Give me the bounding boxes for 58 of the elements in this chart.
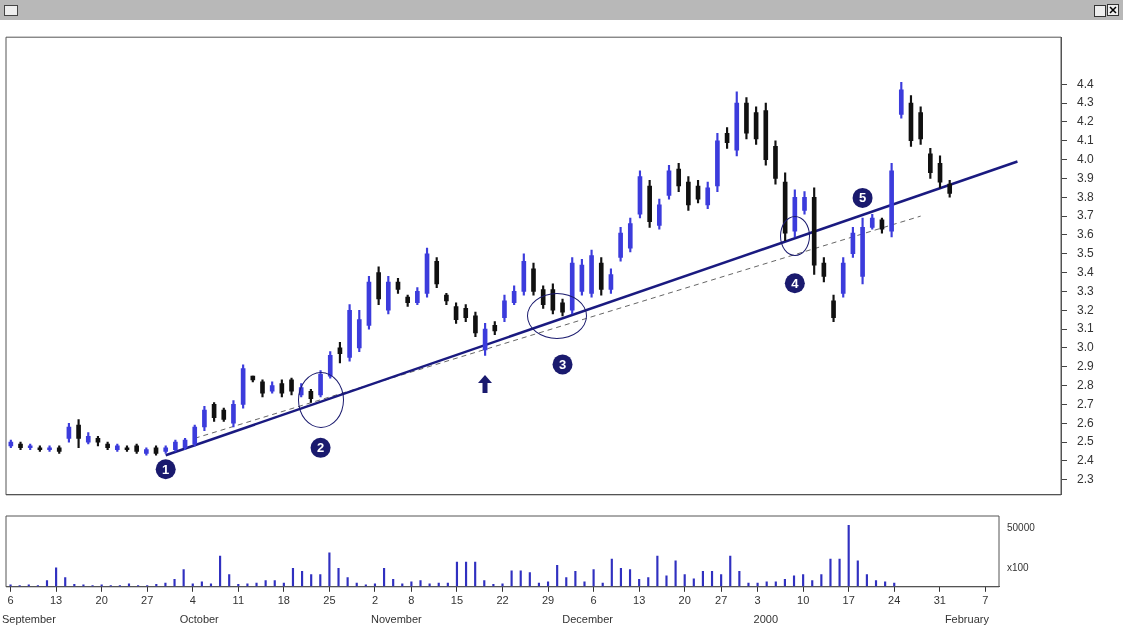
- x-tick-label: 3: [754, 594, 761, 607]
- y-tick-label: 3.7: [1077, 208, 1095, 223]
- x-tick-label: 11: [232, 594, 245, 607]
- y-tick-label: 3.0: [1077, 340, 1095, 355]
- x-tick-label: 8: [408, 594, 415, 607]
- y-tick-label: 4.3: [1077, 95, 1095, 110]
- x-tick-label: 20: [678, 594, 691, 607]
- annotation: 5: [858, 190, 867, 206]
- y-tick-label: 3.1: [1077, 321, 1095, 336]
- y-tick-label: 2.6: [1077, 415, 1095, 430]
- y-tick-label: 3.5: [1077, 246, 1095, 261]
- y-tick-label: 4.1: [1077, 133, 1095, 148]
- text: x100: [1007, 561, 1030, 573]
- text: 2000: [753, 612, 779, 625]
- x-tick-label: 27: [715, 594, 728, 607]
- y-tick-label: 4.0: [1077, 151, 1095, 166]
- x-tick-label: 7: [982, 594, 989, 607]
- x-tick-label: 25: [323, 594, 336, 607]
- text: 50000: [1007, 521, 1036, 533]
- x-tick-label: 29: [541, 594, 555, 607]
- x-tick-label: 18: [277, 594, 290, 607]
- y-tick-label: 3.2: [1077, 302, 1095, 317]
- x-tick-label: 15: [450, 594, 464, 607]
- y-tick-label: 2.4: [1077, 453, 1095, 468]
- y-tick-label: 3.9: [1077, 170, 1095, 185]
- y-tick-label: 2.5: [1077, 434, 1095, 449]
- x-tick-label: 13: [633, 594, 646, 607]
- x-tick-label: 13: [49, 594, 63, 607]
- text: November: [370, 612, 423, 625]
- y-tick-label: 3.4: [1077, 264, 1095, 279]
- y-tick-label: 4.4: [1077, 76, 1095, 91]
- x-tick-label: 6: [7, 594, 14, 607]
- x-tick-label: 31: [933, 594, 946, 607]
- annotation: 4: [791, 275, 800, 291]
- annotation: 3: [558, 356, 567, 372]
- x-tick-label: 22: [496, 594, 509, 607]
- annotation: 2: [316, 440, 325, 456]
- y-tick-label: 2.9: [1077, 359, 1095, 374]
- annotation: 1: [162, 461, 170, 477]
- text: September: [2, 612, 57, 625]
- y-tick-label: 3.8: [1077, 189, 1095, 204]
- x-tick-label: 4: [189, 594, 196, 607]
- x-tick-label: 24: [888, 594, 901, 607]
- text: October: [179, 612, 220, 625]
- y-tick-label: 3.6: [1077, 227, 1095, 242]
- y-tick-label: 2.8: [1077, 377, 1095, 392]
- x-tick-label: 10: [797, 594, 810, 607]
- x-tick-label: 27: [141, 594, 154, 607]
- text: December: [562, 612, 614, 625]
- x-tick-label: 17: [842, 594, 855, 607]
- y-tick-label: 2.7: [1077, 396, 1095, 411]
- y-tick-label: 2.3: [1077, 472, 1095, 487]
- y-tick-label: 3.3: [1077, 283, 1095, 298]
- x-tick-label: 6: [590, 594, 597, 607]
- y-tick-label: 4.2: [1077, 114, 1095, 129]
- x-tick-label: 2: [371, 594, 379, 607]
- text: February: [944, 612, 990, 625]
- x-tick-label: 20: [95, 594, 108, 607]
